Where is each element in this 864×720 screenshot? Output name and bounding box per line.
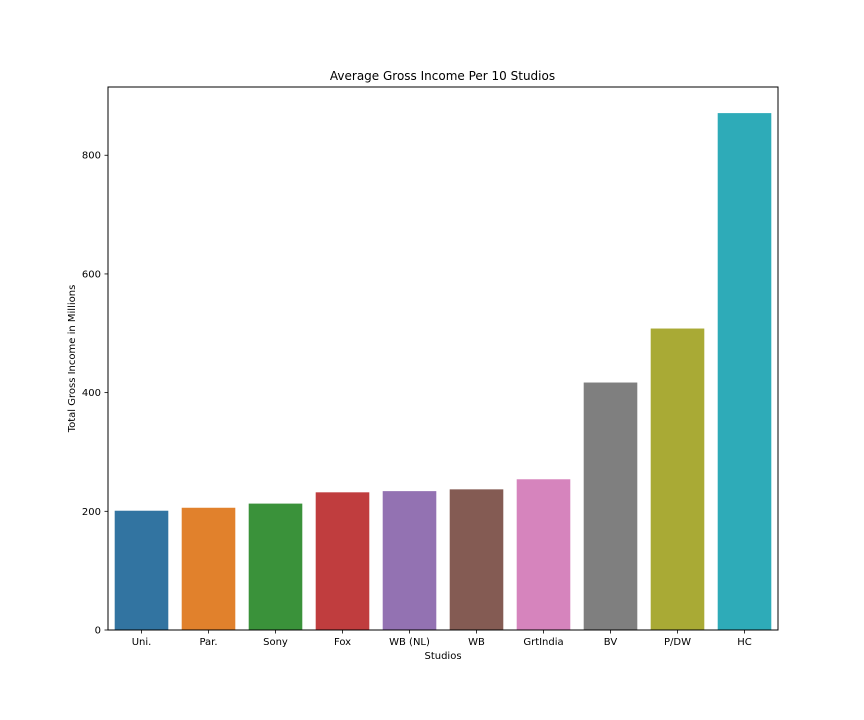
- bar-sony: [248, 503, 303, 630]
- y-tick-label: 600: [82, 269, 101, 280]
- x-tick-label: WB: [468, 637, 485, 648]
- bar-hc: [717, 113, 772, 631]
- x-tick-label: WB (NL): [389, 637, 430, 648]
- bar-grtindia: [516, 479, 571, 630]
- y-tick-label: 400: [82, 388, 101, 399]
- bar-p-dw: [650, 328, 705, 630]
- bar-bv: [583, 382, 638, 630]
- bar-wb: [449, 489, 504, 630]
- x-tick-label: Sony: [263, 637, 288, 648]
- x-tick-label: P/DW: [664, 637, 691, 648]
- x-tick-label: HC: [737, 637, 752, 648]
- y-tick-label: 200: [82, 507, 101, 518]
- x-tick-label: Uni.: [132, 637, 152, 648]
- bar-uni: [114, 510, 169, 630]
- x-tick-label: Par.: [199, 637, 217, 648]
- y-tick-label: 0: [95, 626, 101, 637]
- y-tick-label: 800: [82, 151, 101, 162]
- plot-frame: [107, 86, 779, 631]
- bar-wb-nl: [382, 491, 437, 630]
- x-axis-ticks: Uni. Par. Sony Fox WB (NL) WB GrtIndia BV P/DW HC: [132, 630, 752, 648]
- chart-title: Average Gross Income Per 10 Studios: [330, 69, 555, 83]
- bar-par: [181, 507, 236, 630]
- bar-fox: [315, 492, 370, 630]
- x-tick-label: BV: [604, 637, 618, 648]
- bars-group: [114, 113, 772, 631]
- y-axis-ticks: 0 200 400 600 800: [82, 151, 108, 637]
- x-axis-label: Studios: [424, 651, 461, 662]
- y-axis-label: Total Gross Income in Millions: [67, 285, 78, 434]
- x-tick-label: Fox: [334, 637, 351, 648]
- x-tick-label: GrtIndia: [523, 637, 563, 648]
